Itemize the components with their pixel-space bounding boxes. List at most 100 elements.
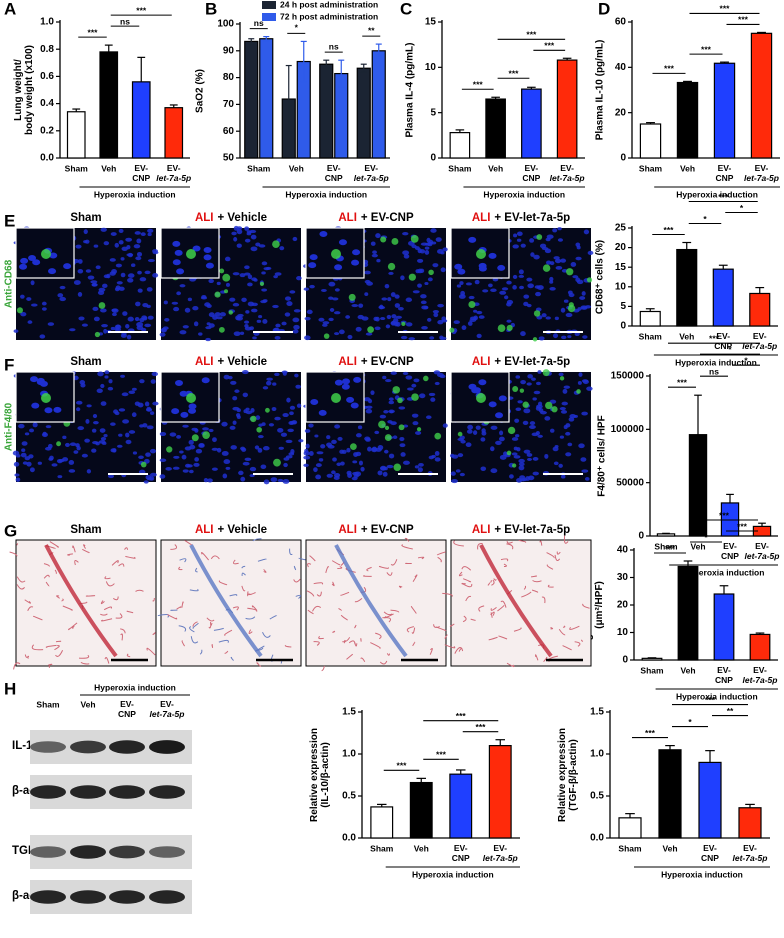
y-tick-label: 50000 bbox=[616, 477, 644, 488]
tissue bbox=[546, 552, 555, 559]
tissue bbox=[247, 607, 258, 612]
tissue bbox=[206, 617, 215, 622]
nucleus bbox=[232, 396, 238, 401]
positive-cell bbox=[512, 386, 519, 392]
nucleus bbox=[250, 246, 258, 252]
nucleus bbox=[367, 446, 372, 452]
panel-letter: E bbox=[4, 211, 15, 230]
nucleus bbox=[534, 285, 541, 289]
y-axis-label: SaO2 (%) bbox=[195, 69, 206, 113]
nucleus bbox=[145, 474, 152, 480]
nucleus bbox=[234, 389, 240, 393]
nucleus bbox=[169, 432, 177, 437]
nucleus bbox=[355, 433, 362, 438]
bar bbox=[521, 88, 542, 159]
nucleus bbox=[562, 388, 568, 394]
nucleus bbox=[518, 462, 525, 467]
bar bbox=[698, 761, 722, 839]
nucleus bbox=[76, 407, 81, 412]
tissue bbox=[500, 600, 507, 608]
tissue bbox=[190, 636, 199, 644]
y-axis-label: Relative expression bbox=[309, 728, 320, 822]
nucleus bbox=[459, 472, 465, 477]
nucleus bbox=[424, 281, 429, 286]
nucleus bbox=[20, 311, 27, 317]
nucleus bbox=[93, 316, 100, 322]
nucleus bbox=[405, 375, 413, 380]
panel-letter: H bbox=[4, 679, 16, 698]
nucleus bbox=[258, 244, 266, 248]
nucleus bbox=[402, 250, 410, 256]
tissue bbox=[224, 629, 233, 636]
nucleus bbox=[249, 466, 257, 472]
nucleus bbox=[194, 428, 199, 433]
positive-cell bbox=[411, 393, 419, 401]
positive-cell bbox=[56, 441, 62, 447]
nucleus bbox=[221, 451, 229, 456]
tissue bbox=[465, 595, 472, 602]
nucleus bbox=[179, 330, 187, 335]
nucleus bbox=[176, 268, 185, 275]
nucleus bbox=[144, 323, 152, 328]
tissue bbox=[118, 563, 125, 567]
tissue bbox=[49, 541, 59, 548]
tissue bbox=[332, 630, 336, 633]
y-tick-label: 20 bbox=[617, 600, 629, 611]
nucleus bbox=[390, 292, 396, 297]
nucleus bbox=[68, 469, 76, 473]
bar bbox=[356, 67, 371, 159]
nucleus bbox=[328, 317, 334, 322]
nucleus bbox=[412, 290, 420, 294]
tissue bbox=[449, 623, 455, 627]
nucleus bbox=[298, 439, 304, 443]
positive-cell bbox=[506, 450, 512, 456]
nucleus bbox=[41, 307, 47, 311]
nucleus bbox=[101, 323, 108, 328]
tissue bbox=[210, 555, 220, 560]
positive-cell bbox=[202, 431, 210, 439]
tissue bbox=[179, 558, 187, 563]
tissue bbox=[325, 566, 330, 573]
nucleus bbox=[283, 462, 288, 468]
nucleus bbox=[364, 270, 371, 275]
positive-cell bbox=[331, 249, 341, 259]
nucleus bbox=[233, 237, 238, 242]
nucleus bbox=[488, 252, 497, 259]
nucleus bbox=[252, 336, 257, 340]
nucleus bbox=[430, 228, 437, 233]
x-tick-label: EV-CNP bbox=[452, 843, 470, 863]
nucleus bbox=[272, 382, 277, 386]
nucleus bbox=[425, 415, 432, 419]
tissue bbox=[189, 588, 199, 592]
nucleus bbox=[239, 331, 245, 336]
tissue bbox=[541, 596, 546, 604]
tissue bbox=[126, 653, 131, 658]
vessel bbox=[334, 544, 408, 658]
group-label: Hyperoxia induction bbox=[676, 189, 758, 199]
nucleus bbox=[573, 414, 578, 418]
nucleus bbox=[567, 335, 572, 339]
y-tick-label: 0 bbox=[620, 321, 626, 332]
group-label: Hyperoxia induction bbox=[661, 869, 743, 879]
nucleus bbox=[111, 268, 117, 274]
nucleus bbox=[318, 317, 325, 322]
nucleus bbox=[146, 304, 151, 308]
x-tick-label: EV-CNP bbox=[325, 163, 343, 183]
nucleus bbox=[203, 254, 212, 261]
nucleus bbox=[375, 233, 381, 239]
nucleus bbox=[374, 326, 381, 331]
nucleus bbox=[353, 376, 362, 383]
nucleus bbox=[370, 390, 375, 396]
x-tick-label: EV-CNP bbox=[716, 163, 734, 183]
y-tick-label: 5 bbox=[620, 301, 626, 312]
title-text: + EV-CNP bbox=[361, 524, 414, 536]
tissue bbox=[562, 625, 566, 628]
title-text: + EV-let-7a-5p bbox=[494, 356, 570, 368]
tissue bbox=[581, 639, 584, 642]
nucleus bbox=[408, 337, 416, 341]
tissue bbox=[532, 580, 542, 583]
nucleus bbox=[78, 316, 85, 321]
tissue bbox=[506, 662, 515, 668]
nucleus bbox=[22, 461, 28, 465]
tissue bbox=[488, 636, 498, 641]
